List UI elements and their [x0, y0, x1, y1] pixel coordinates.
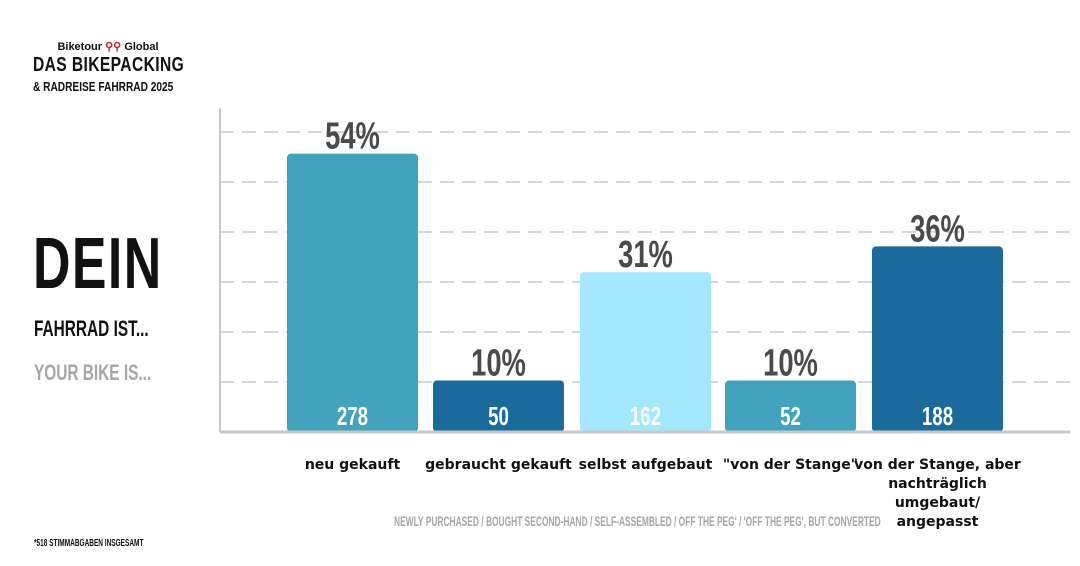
category-label: nachträglich [888, 476, 987, 492]
category-label: umgebaut/ [895, 495, 981, 511]
value-label: 54% [325, 115, 380, 157]
count-label: 50 [488, 401, 509, 431]
footnote: *518 STIMMABGABEN INSGESAMT [34, 538, 144, 549]
bar [433, 380, 564, 432]
category-label: "von der Stange" [723, 457, 858, 473]
category-label: gebraucht gekauft [425, 457, 572, 473]
value-label: 10% [763, 342, 818, 384]
category-label: angepasst [897, 514, 979, 530]
value-label: 31% [618, 234, 673, 276]
category-translation: NEWLY PURCHASED / BOUGHT SECOND-HAND / S… [394, 513, 881, 529]
header-title: DAS BIKEPACKING [33, 54, 185, 76]
side-big-title: DEIN [33, 224, 163, 304]
category-label: neu gekauft [305, 457, 401, 473]
bar [725, 380, 856, 432]
brand-left: Biketour [57, 41, 103, 53]
bar [872, 246, 1003, 432]
count-label: 188 [922, 401, 953, 431]
side-translation: YOUR BIKE IS... [34, 360, 152, 385]
category-label: von der Stange, aber [854, 457, 1021, 473]
bar [580, 272, 711, 432]
count-label: 52 [780, 401, 801, 431]
bike-icon: ⚲⚲ [105, 41, 122, 53]
brand-logo: Biketour ⚲⚲ Global [48, 40, 168, 53]
value-label: 36% [910, 208, 965, 250]
header-subtitle: & RADREISE FAHRRAD 2025 [33, 79, 174, 94]
count-label: 278 [337, 401, 368, 431]
brand-right: Global [124, 41, 159, 53]
bar [287, 153, 418, 432]
value-label: 10% [471, 342, 526, 384]
side-subtitle: FAHRRAD IST... [34, 316, 149, 341]
count-label: 162 [630, 401, 661, 431]
category-label: selbst aufgebaut [579, 457, 713, 473]
